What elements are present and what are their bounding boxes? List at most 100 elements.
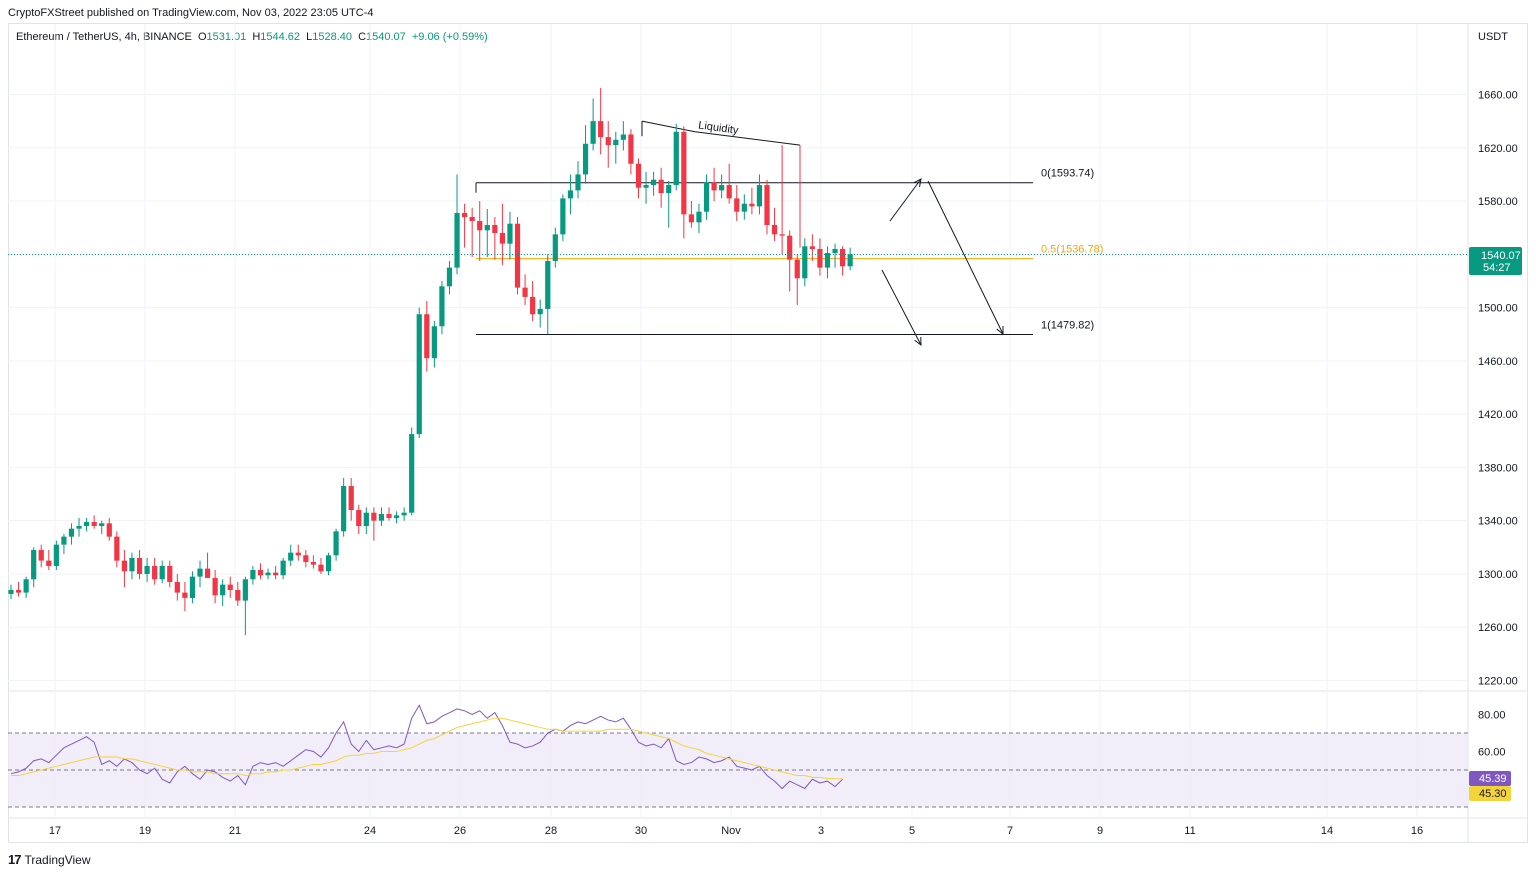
candle-up — [363, 512, 369, 527]
candle-down — [310, 561, 316, 565]
candle-down — [303, 555, 309, 562]
projection-arrow-down-long — [927, 180, 1004, 335]
candle-down — [318, 564, 324, 572]
candle-down — [477, 221, 483, 231]
candle-down — [681, 131, 687, 215]
fib-label: 0(1593.74) — [1041, 168, 1094, 180]
candle-down — [167, 565, 173, 582]
candle-down — [371, 512, 377, 521]
time-tick-label: 9 — [1097, 825, 1103, 837]
symbol-name[interactable]: Ethereum / TetherUS, 4h, BINANCE — [16, 31, 192, 43]
candle-up — [265, 572, 271, 576]
price-tick-label: 1580.00 — [1478, 196, 1518, 208]
candle-down — [635, 163, 642, 188]
candle-up — [99, 523, 105, 527]
candle-up — [719, 185, 725, 191]
time-tick-label: 11 — [1184, 825, 1195, 837]
candle-up — [802, 246, 808, 279]
candle-up — [129, 557, 135, 572]
candle-up — [567, 190, 574, 199]
candle-up — [454, 213, 460, 268]
rsi-lines — [10, 704, 843, 790]
time-axis[interactable]: 17 19 21 24 26 28 30 Nov 3 5 7 9 11 14 16 — [49, 825, 1423, 837]
rsi-tick-label: 60.00 — [1478, 747, 1506, 759]
price-tick-label: 1300.00 — [1478, 569, 1518, 581]
candle-up — [484, 225, 490, 231]
candle-up — [197, 568, 203, 577]
candle-up — [76, 526, 82, 529]
candle-up — [220, 584, 226, 596]
candle-down — [817, 248, 823, 268]
tradingview-brand[interactable]: 17 TradingView — [8, 852, 91, 867]
price-tick-label: 1260.00 — [1478, 622, 1518, 634]
price-axis[interactable]: 1220.00 1260.00 1300.00 1340.00 1380.00 1420.… — [1478, 90, 1518, 759]
candle-down — [424, 314, 430, 359]
low-value: 1528.40 — [312, 31, 352, 43]
candle-down — [734, 198, 740, 212]
candle-down — [356, 510, 362, 527]
candle-down — [530, 296, 536, 315]
bar-countdown: 54:27 — [1483, 262, 1511, 274]
candle-up — [643, 185, 649, 188]
candle-up — [613, 139, 619, 146]
time-tick-label: 24 — [364, 825, 376, 837]
currency-label: USDT — [1478, 31, 1508, 43]
candle-up — [832, 248, 838, 253]
liquidity-line — [641, 120, 801, 146]
candle-up — [280, 560, 286, 576]
candle-down — [182, 592, 188, 598]
rsi-ma-line — [11, 717, 843, 780]
time-tick-label: 19 — [139, 825, 151, 837]
candle-down — [152, 565, 158, 580]
candle-down — [809, 246, 815, 249]
rsi-band — [8, 732, 1468, 808]
candle-up — [31, 549, 37, 580]
projection-arrow-up-head — [913, 178, 922, 187]
candle-up — [824, 252, 831, 268]
candle-down — [840, 248, 846, 267]
candle-up — [696, 211, 702, 223]
candle-down — [628, 134, 634, 164]
candle-up — [590, 121, 596, 144]
candle-up — [61, 536, 67, 545]
candle-down — [598, 121, 604, 138]
candle-up — [431, 326, 437, 359]
open-label: O — [197, 31, 207, 43]
candles — [8, 87, 853, 636]
candle-down — [787, 235, 793, 260]
candle-up — [439, 286, 445, 327]
high-value: 1544.62 — [260, 31, 301, 43]
close-value: 1540.07 — [366, 31, 406, 43]
time-tick-label: 30 — [635, 825, 647, 837]
candle-down — [469, 217, 475, 222]
projection-arrow-up — [889, 178, 922, 222]
candle-up — [409, 434, 415, 513]
fib-label: 0.5(1536.78) — [1041, 244, 1103, 256]
candle-up — [575, 174, 581, 191]
candle-down — [204, 568, 211, 578]
candle-up — [53, 544, 59, 566]
candle-down — [711, 182, 717, 191]
rsi-value: 45.39 — [1479, 773, 1507, 785]
candle-down — [212, 577, 218, 596]
candle-up — [545, 260, 551, 309]
candle-up — [68, 528, 75, 537]
candle-up — [250, 569, 256, 580]
candle-up — [341, 486, 347, 532]
candle-up — [84, 522, 90, 527]
high-label: H — [252, 31, 261, 43]
candle-down — [348, 486, 354, 511]
candle-up — [378, 514, 385, 521]
price-tick-label: 1220.00 — [1478, 676, 1518, 688]
price-tick-label: 1340.00 — [1478, 516, 1518, 528]
time-tick-label: 21 — [229, 825, 241, 837]
candle-down — [136, 557, 143, 574]
time-tick-label: 7 — [1007, 825, 1013, 837]
candle-down — [46, 560, 52, 566]
candle-down — [771, 225, 778, 235]
time-tick-label: 28 — [545, 825, 557, 837]
time-tick-label: 26 — [454, 825, 466, 837]
candle-up — [446, 267, 453, 287]
candle-down — [514, 223, 521, 288]
